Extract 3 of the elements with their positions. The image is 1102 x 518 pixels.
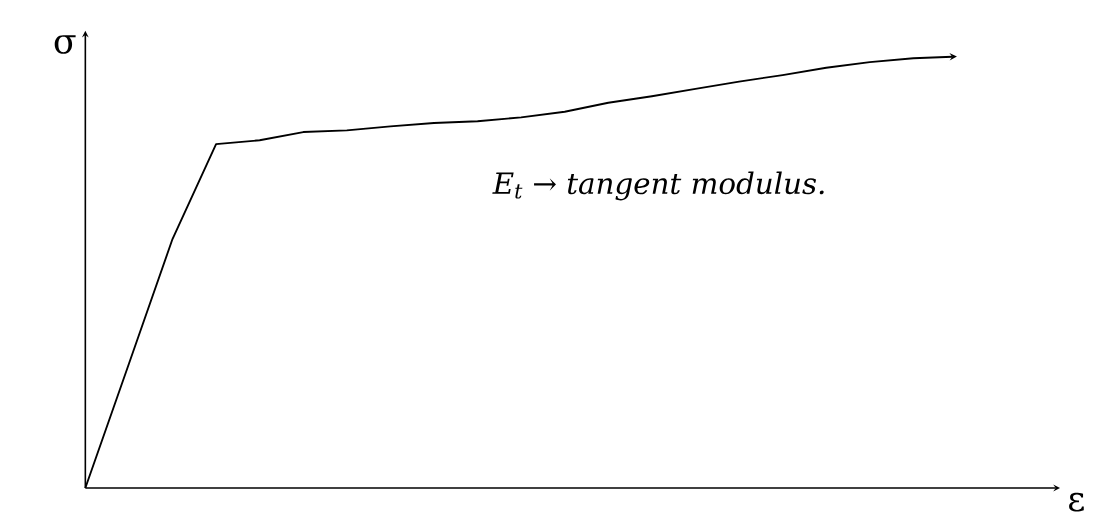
x-axis-title: ε	[1069, 492, 1084, 512]
y-axis-title: σ	[54, 35, 76, 54]
annotation: E$_{t}$ → tangent modulus.	[492, 171, 824, 201]
